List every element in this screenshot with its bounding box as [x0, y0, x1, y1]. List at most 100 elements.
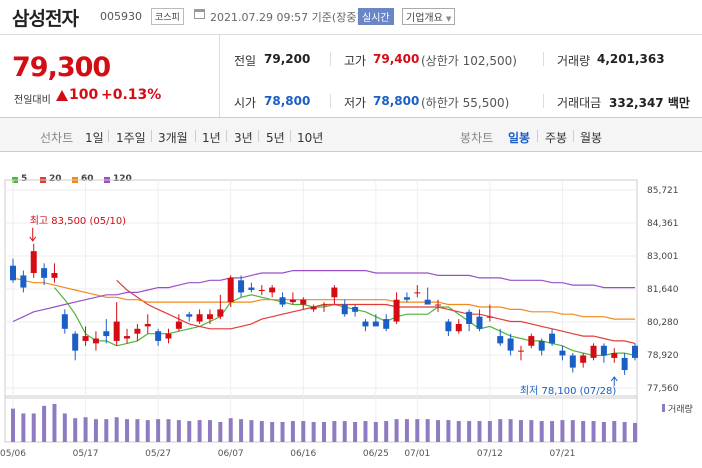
candle-body — [466, 311, 473, 324]
change-label: 전일대비 — [14, 95, 51, 106]
volume-bar — [145, 420, 150, 442]
tab-candle-chart[interactable]: 봉차트 — [460, 131, 494, 145]
candle-body — [341, 304, 348, 315]
candle-body — [549, 333, 556, 344]
volume-bar — [591, 421, 596, 442]
tab-1year[interactable]: 1년 — [202, 131, 221, 145]
volume-bar — [207, 420, 212, 442]
candle-body — [20, 275, 27, 288]
divider — [226, 130, 227, 142]
volume-bar — [384, 421, 389, 442]
low-label: 저가 — [344, 96, 367, 110]
tab-5year[interactable]: 5년 — [266, 131, 285, 145]
candle-body — [30, 251, 37, 273]
candle-body — [517, 350, 524, 352]
low-value: 78,800 — [373, 94, 420, 108]
tab-daily[interactable]: 일봉 — [508, 131, 531, 145]
volume-bar — [487, 421, 492, 442]
candle-body — [72, 333, 79, 351]
volume-bar — [156, 419, 161, 442]
volume-bar — [633, 422, 637, 442]
quote-divider — [219, 35, 220, 117]
divider — [537, 130, 538, 142]
legend-ma60: 60 — [81, 174, 94, 184]
tab-1day[interactable]: 1일 — [85, 131, 104, 145]
divider — [290, 130, 291, 142]
volume-bar — [73, 418, 78, 442]
upper-limit: (상한가 102,500) — [421, 54, 517, 68]
volume-bar — [311, 422, 316, 442]
prev-close-value: 79,200 — [264, 52, 311, 66]
divider — [330, 52, 331, 66]
ma120-line — [12, 270, 635, 323]
candle-body — [580, 355, 587, 363]
tab-monthly[interactable]: 월봉 — [580, 131, 603, 145]
candle-body — [134, 328, 141, 334]
x-tick-label: 05/06 — [0, 449, 26, 459]
volume-bar — [622, 422, 627, 442]
tab-1week[interactable]: 1주일 — [116, 131, 146, 145]
volume-bar — [550, 421, 555, 442]
x-tick-label: 06/16 — [290, 449, 316, 459]
x-tick-label: 06/07 — [218, 449, 244, 459]
candle-body — [611, 353, 618, 358]
tab-3month[interactable]: 3개월 — [158, 131, 188, 145]
candle-body — [196, 314, 203, 322]
candle-body — [362, 321, 369, 327]
volume-bar — [93, 419, 98, 442]
candle-body — [414, 292, 421, 294]
candle-body — [455, 323, 462, 332]
realtime-badge[interactable]: 실시간 — [358, 8, 394, 25]
candle-body — [217, 309, 224, 317]
volume-bar — [529, 420, 534, 442]
volume-bar — [11, 408, 15, 442]
divider — [151, 130, 152, 142]
amount-label: 거래대금 — [557, 96, 602, 110]
volume-bar — [446, 420, 451, 442]
volume-bar — [612, 421, 617, 442]
volume-bar — [456, 421, 461, 442]
open-label: 시가 — [234, 96, 257, 110]
volume-bar — [404, 419, 409, 442]
tab-line-chart[interactable]: 선차트 — [40, 131, 74, 145]
candle-body — [621, 357, 628, 371]
current-price: 79,300 — [12, 52, 111, 83]
volume-label: 거래량 — [668, 403, 693, 415]
x-tick-label: 07/12 — [477, 449, 503, 459]
period-tab-bar — [0, 118, 702, 152]
candle-body — [352, 306, 359, 312]
divider — [195, 130, 196, 142]
x-tick-label: 07/21 — [549, 449, 575, 459]
low-arrow-head — [610, 376, 618, 382]
volume-bar — [259, 421, 264, 442]
ma60-line — [12, 277, 635, 320]
volume-bar — [62, 413, 67, 442]
company-info-dropdown[interactable]: 기업개요 ▼ — [402, 8, 456, 25]
volume-bar — [301, 421, 306, 442]
volume-bar — [249, 420, 254, 442]
volume-bar — [560, 420, 565, 442]
y-tick-label: 81,640 — [647, 285, 679, 295]
candle-body — [331, 287, 338, 298]
candle-body — [528, 336, 535, 346]
timestamp: 2021.07.29 09:57 기준(장중) — [210, 11, 361, 24]
chevron-down-icon: ▼ — [446, 15, 452, 23]
volume-bar — [363, 421, 368, 442]
candle-body — [383, 319, 390, 329]
volume-plot-frame — [4, 395, 638, 443]
y-tick-label: 77,560 — [647, 384, 679, 394]
tab-weekly[interactable]: 주봉 — [545, 131, 568, 145]
volume-bar — [467, 421, 472, 442]
volume-bar — [125, 419, 130, 442]
candle-body — [113, 321, 120, 341]
candle-body — [310, 306, 317, 310]
tab-10year[interactable]: 10년 — [297, 131, 324, 145]
divider — [108, 130, 109, 142]
volume-bar — [280, 422, 285, 442]
tab-3year[interactable]: 3년 — [234, 131, 253, 145]
volume-bar — [290, 421, 295, 442]
volume-bar — [539, 421, 544, 442]
volume-value: 4,201,363 — [597, 52, 665, 66]
calendar-icon — [194, 9, 205, 19]
